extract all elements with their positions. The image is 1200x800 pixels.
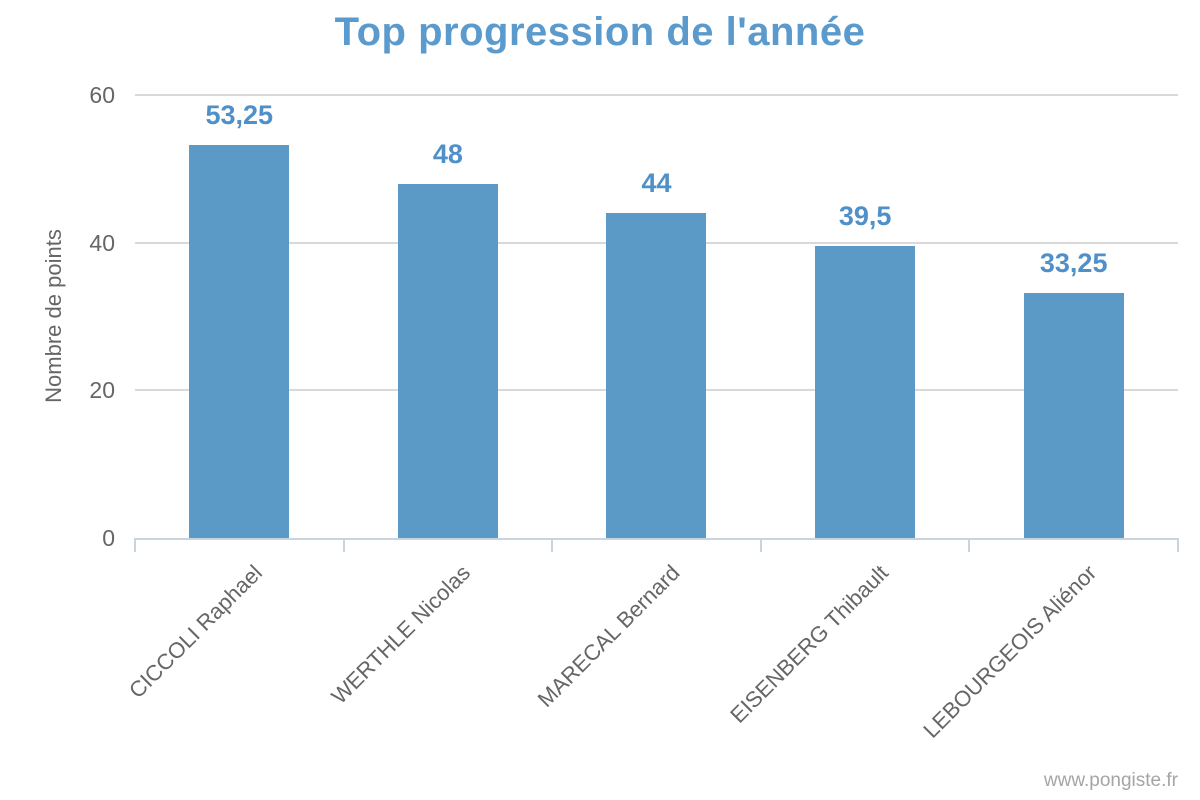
plot-area: 53,25 48 44 39,5 33,25 CICCOLI Raphael WERTHL… <box>124 94 1179 743</box>
bar-slot-5: 33,25 <box>969 95 1178 538</box>
value-label-2: 48 <box>432 138 463 169</box>
value-label-5: 33,25 <box>1039 247 1108 278</box>
bar-slot-2: 48 <box>344 95 553 538</box>
y-axis-title: Nombre de points <box>41 229 66 403</box>
gridline-60 <box>135 94 1178 96</box>
x-axis-line <box>135 538 1178 540</box>
x-axis-tick-3 <box>759 538 762 552</box>
bar-3[interactable] <box>606 213 707 538</box>
y-tick-label-20: 20 <box>89 377 115 404</box>
x-category-label-4: EISENBERG Thibault <box>724 560 893 728</box>
bar-2[interactable] <box>397 183 498 538</box>
x-category-label-3: MARECAL Bernard <box>532 560 685 712</box>
bar-5[interactable] <box>1023 292 1124 538</box>
y-axis-labels-layer: 0 20 40 60 <box>0 82 115 551</box>
value-label-3: 44 <box>641 168 672 199</box>
bar-1[interactable] <box>189 144 290 538</box>
x-category-label-2: WERTHLE Nicolas <box>326 560 476 709</box>
x-axis-tick-5 <box>1177 538 1179 552</box>
bar-slot-3: 44 <box>552 95 761 538</box>
x-axis-tick-4 <box>968 538 971 552</box>
bar-4[interactable] <box>815 246 916 538</box>
x-axis-tick-1 <box>342 538 345 552</box>
x-category-label-5: LEBOURGEOIS Aliénor <box>918 560 1102 743</box>
x-category-label-1: CICCOLI Raphael <box>123 560 267 704</box>
value-label-1: 53,25 <box>205 99 274 130</box>
x-axis-tick-2 <box>551 538 554 552</box>
y-tick-label-0: 0 <box>102 525 115 551</box>
y-tick-label-60: 60 <box>89 82 115 108</box>
bar-slot-1: 53,25 <box>135 95 344 538</box>
x-axis-tick-0 <box>134 538 136 552</box>
value-label-4: 39,5 <box>838 201 892 232</box>
site-credit-link[interactable]: www.pongiste.fr <box>1043 770 1178 791</box>
bar-slot-4: 39,5 <box>761 95 970 538</box>
chart-title: Top progression de l'année <box>334 10 866 54</box>
y-tick-label-40: 40 <box>89 229 115 256</box>
